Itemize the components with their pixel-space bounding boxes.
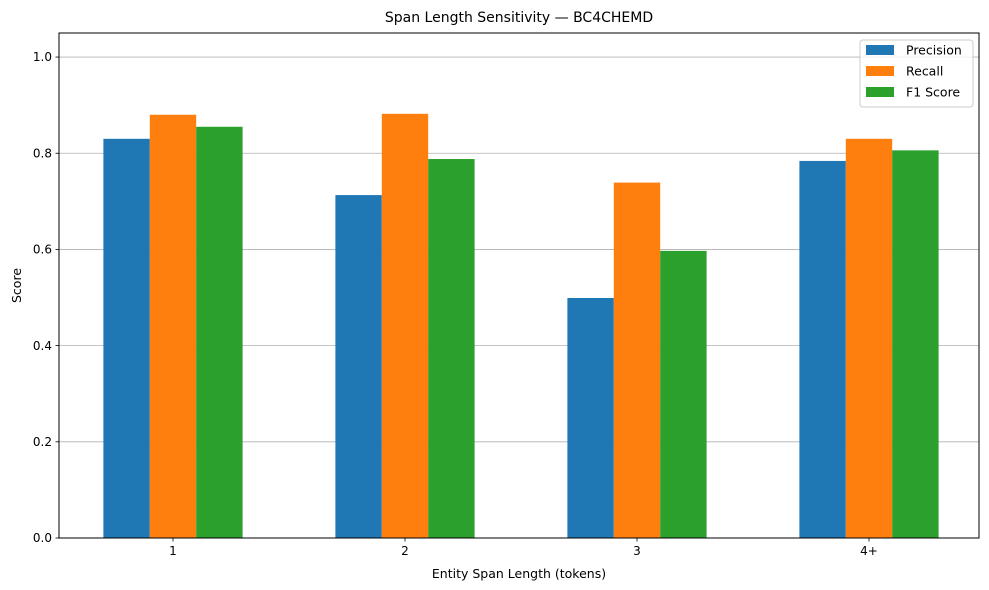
y-tick-label: 0.4 [33, 339, 52, 353]
legend-label: F1 Score [906, 85, 960, 100]
y-tick-label: 1.0 [33, 50, 52, 64]
bar-f1-score-1 [196, 126, 243, 539]
x-tick-label: 1 [169, 544, 177, 558]
bar-recall-4plus [845, 138, 893, 539]
legend-swatch [866, 66, 894, 76]
legend-label: Recall [906, 64, 943, 79]
bar-precision-2 [335, 195, 382, 539]
axis-ticks: 0.0 0.2 0.4 0.6 0.8 1.0 1 2 3 4+ [33, 50, 878, 558]
legend: Precision Recall F1 Score [859, 39, 974, 108]
x-axis-label: Entity Span Length (tokens) [432, 566, 606, 581]
y-tick-label: 0.0 [33, 531, 52, 545]
legend-swatch [866, 45, 894, 55]
y-tick-label: 0.2 [33, 435, 52, 449]
legend-swatch [866, 87, 894, 97]
bar-recall-1 [149, 114, 197, 538]
bar-recall-3 [613, 182, 661, 539]
x-tick-label: 4+ [860, 544, 878, 558]
y-tick-label: 0.6 [33, 243, 52, 257]
plot-frame [58, 32, 980, 539]
bar-f1-score-2 [428, 159, 475, 538]
bar-precision-4plus [799, 160, 846, 538]
x-tick-label: 3 [633, 544, 641, 558]
y-tick-label: 0.8 [33, 146, 52, 160]
bar-precision-1 [103, 138, 150, 539]
legend-label: Precision [906, 43, 962, 58]
bar-f1-score-3 [660, 250, 707, 538]
x-tick-label: 2 [401, 544, 409, 558]
bar-recall-2 [381, 113, 429, 539]
chart-title: Span Length Sensitivity — BC4CHEMD [385, 10, 653, 26]
bar-precision-3 [567, 298, 614, 538]
bars [103, 113, 939, 539]
bar-f1-score-4plus [892, 150, 939, 538]
y-axis-label: Score [9, 268, 24, 303]
